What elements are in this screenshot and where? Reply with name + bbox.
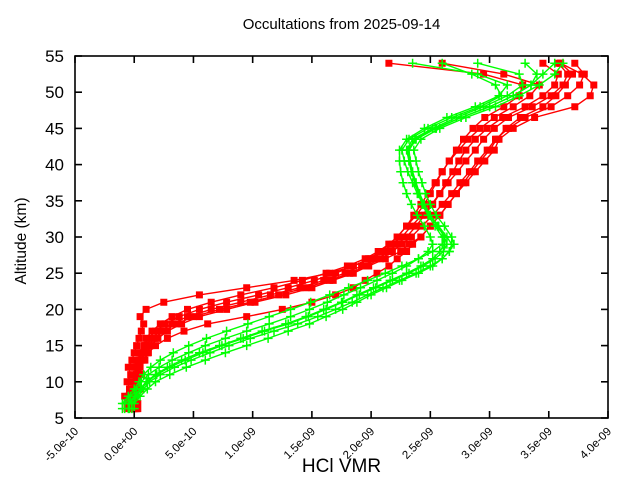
- y-tick-label: 35: [45, 192, 64, 211]
- red-profile-4-square-markers: [131, 59, 576, 413]
- y-tick-label: 5: [55, 409, 64, 428]
- y-tick-label: 10: [45, 373, 64, 392]
- y-tick-label: 25: [45, 264, 64, 283]
- red-profile-2-square-markers: [130, 59, 598, 413]
- green-profile-6-plus-markers: [125, 58, 560, 414]
- x-axis-label: HCl VMR: [301, 456, 382, 477]
- y-tick-label: 40: [45, 156, 64, 175]
- y-tick-label: 50: [45, 83, 64, 102]
- y-tick-label: 55: [45, 47, 64, 66]
- y-tick-label: 15: [45, 337, 64, 356]
- green-profile-1-line: [127, 62, 524, 409]
- y-tick-label: 20: [45, 300, 64, 319]
- y-tick-label: 45: [45, 119, 64, 138]
- chart-title: Occultations from 2025-09-14: [242, 16, 441, 33]
- y-tick-label: 30: [45, 228, 64, 247]
- green-profile-2-plus-markers: [127, 58, 568, 414]
